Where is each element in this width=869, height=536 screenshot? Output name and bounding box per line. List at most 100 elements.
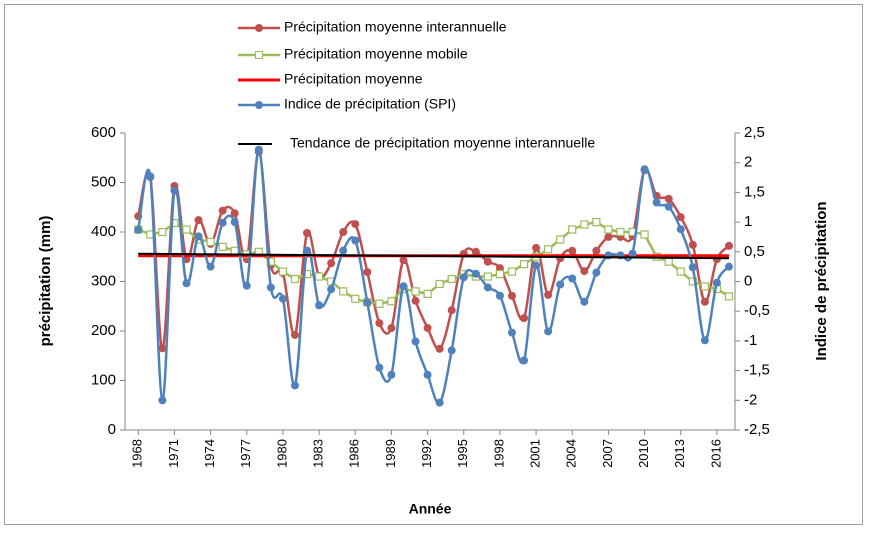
point <box>592 218 601 227</box>
point <box>182 279 191 288</box>
point <box>435 344 444 353</box>
point <box>676 213 685 222</box>
y-tick-label: 500 <box>91 173 116 190</box>
point <box>688 240 697 249</box>
point <box>411 296 420 305</box>
legend-label: Précipitation moyenne mobile <box>284 46 468 62</box>
point <box>604 225 613 234</box>
y2-tick-label: 2 <box>744 154 752 171</box>
point <box>278 294 287 303</box>
point <box>290 330 299 339</box>
x-tick-label: 1968 <box>130 439 145 468</box>
point <box>700 282 709 291</box>
point <box>387 370 396 379</box>
x-tick-label: 2013 <box>672 439 687 468</box>
point <box>206 237 215 246</box>
x-tick-label: 1977 <box>238 439 253 468</box>
point <box>592 246 601 255</box>
point <box>399 282 408 291</box>
y2-tick-label: 0 <box>744 272 752 289</box>
point <box>303 246 312 255</box>
x-tick-label: 1992 <box>419 439 434 468</box>
point <box>652 198 661 207</box>
point <box>339 246 348 255</box>
point <box>303 228 312 237</box>
x-tick-label: 1983 <box>311 439 326 468</box>
point <box>507 328 516 337</box>
point <box>664 202 673 211</box>
point <box>640 165 649 174</box>
legend-label: Précipitation moyenne <box>284 71 423 87</box>
point <box>290 274 300 284</box>
point <box>495 291 504 300</box>
point <box>556 235 565 244</box>
point <box>580 220 589 229</box>
point <box>519 260 529 269</box>
point <box>423 370 432 379</box>
point <box>447 306 456 315</box>
legend-marker <box>255 101 263 109</box>
point <box>375 299 384 308</box>
point <box>423 324 432 333</box>
point <box>700 297 709 306</box>
point <box>544 327 553 336</box>
legend-marker <box>255 24 263 32</box>
point <box>580 267 589 276</box>
point <box>628 249 637 258</box>
point <box>315 301 324 310</box>
point <box>218 206 227 215</box>
point <box>134 225 143 234</box>
point <box>568 225 577 234</box>
point <box>700 336 709 345</box>
x-tick-label: 1998 <box>491 439 506 468</box>
point <box>483 257 492 266</box>
point <box>532 243 541 252</box>
y2-tick-label: 2,5 <box>744 124 765 141</box>
y-tick-label: 0 <box>108 421 116 438</box>
point <box>507 291 516 300</box>
point <box>724 241 733 250</box>
y-tick-label: 400 <box>91 223 116 240</box>
x-tick-label: 2001 <box>528 439 543 468</box>
point <box>351 236 360 245</box>
x-tick-label: 1974 <box>202 439 217 468</box>
point <box>218 242 227 251</box>
y-tick-label: 200 <box>91 322 116 339</box>
point <box>592 268 601 277</box>
legend-label: Tendance de précipitation moyenne intera… <box>290 135 595 151</box>
point <box>435 398 444 407</box>
point <box>278 267 288 276</box>
point <box>158 344 167 353</box>
point <box>399 256 408 265</box>
point <box>230 218 239 227</box>
point <box>206 262 215 271</box>
legend-marker <box>255 51 263 59</box>
point <box>664 194 673 203</box>
point <box>375 363 384 372</box>
y2-tick-label: -1,5 <box>744 362 770 379</box>
point <box>158 227 167 237</box>
point <box>520 356 529 365</box>
point <box>314 272 324 281</box>
point <box>423 289 432 298</box>
point <box>351 220 360 229</box>
point <box>146 172 155 181</box>
y2-tick-label: -2,5 <box>744 421 770 438</box>
point <box>483 272 492 281</box>
series-line <box>138 252 729 260</box>
point <box>218 218 227 227</box>
point <box>676 267 685 276</box>
point <box>158 396 167 405</box>
point <box>435 279 444 289</box>
point <box>495 269 505 279</box>
x-tick-label: 1995 <box>455 439 470 468</box>
point <box>724 262 733 271</box>
point <box>459 273 468 282</box>
y-tick-label: 300 <box>91 272 116 289</box>
y-axis-title: précipitation (mm) <box>37 216 54 347</box>
y2-tick-label: -0,5 <box>744 302 770 319</box>
point <box>532 261 541 270</box>
point <box>520 314 529 323</box>
point <box>351 294 360 303</box>
